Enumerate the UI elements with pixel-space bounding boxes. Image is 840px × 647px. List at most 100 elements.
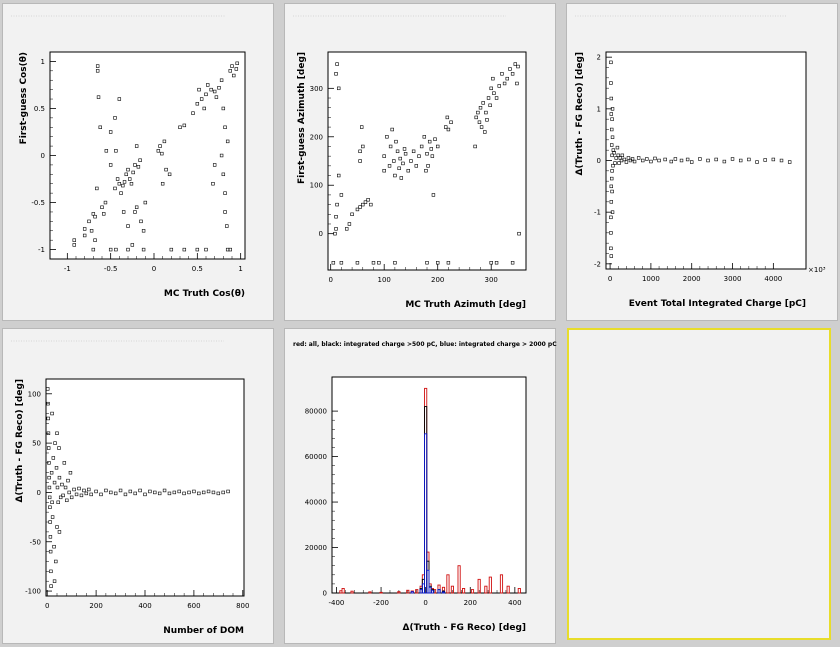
data-point	[489, 86, 493, 91]
data-point	[382, 168, 386, 173]
data-point	[409, 159, 413, 163]
chart-azimuth: 0 100 200 300 0 100 200 300 MC Truth Azimuth [de…	[293, 15, 527, 310]
data-point	[630, 157, 635, 161]
data-point	[641, 158, 645, 163]
data-point	[609, 96, 614, 101]
data-point	[47, 485, 52, 490]
chart-delta-histogram: red: all, black: integrated charge >500 …	[293, 341, 557, 633]
y-tick-label: -50	[30, 538, 41, 546]
x-tick-label: 0	[423, 599, 427, 607]
data-point	[698, 157, 702, 161]
data-point	[610, 189, 614, 194]
data-point	[446, 261, 451, 265]
x-tick-label: 200	[431, 276, 444, 284]
x-tick-label: 300	[485, 276, 498, 284]
histogram-bin	[499, 574, 504, 594]
data-point	[422, 135, 427, 139]
pad-empty-selected[interactable]	[567, 328, 831, 640]
data-point	[178, 125, 182, 129]
data-point	[56, 500, 60, 504]
data-point	[610, 143, 614, 147]
data-point	[371, 261, 376, 265]
data-point	[216, 491, 221, 496]
data-point	[72, 238, 76, 242]
data-point	[755, 160, 759, 164]
histogram-bin	[484, 585, 488, 594]
data-point	[212, 89, 217, 94]
y-axis-label: First-guess Azimuth [deg]	[297, 52, 307, 184]
data-point	[121, 210, 126, 214]
data-point	[82, 233, 87, 238]
data-point	[63, 485, 68, 490]
data-point	[331, 261, 336, 265]
data-point	[622, 157, 627, 162]
histogram-bin	[430, 590, 434, 594]
data-point	[197, 491, 201, 496]
data-point	[48, 520, 52, 524]
data-point	[51, 456, 56, 460]
data-point	[119, 191, 123, 195]
data-point	[126, 167, 130, 172]
data-point	[445, 115, 450, 120]
data-point	[48, 549, 53, 554]
data-point	[609, 112, 614, 116]
data-point	[473, 144, 477, 149]
data-point	[47, 475, 51, 480]
data-point	[484, 110, 488, 115]
data-point	[685, 157, 690, 162]
data-point	[169, 247, 174, 252]
data-point	[46, 387, 50, 391]
chart-ndom: 0 200 400 600 800 -100 -50 0 50 100 Number of DOM Δ…	[11, 340, 249, 636]
data-point	[87, 219, 91, 224]
data-point	[62, 461, 67, 465]
data-point	[363, 200, 368, 204]
data-point	[55, 485, 60, 490]
data-point	[610, 169, 614, 173]
data-point	[609, 60, 613, 65]
data-point	[99, 492, 103, 497]
data-point	[128, 177, 132, 181]
y-tick-label: 50	[32, 440, 41, 448]
x-tick-label: 200	[89, 602, 102, 610]
data-point	[46, 401, 50, 406]
data-point	[214, 95, 219, 99]
x-tick-label: 1	[238, 265, 242, 273]
pad-charge-scatter[interactable]: 0 1000 2000 3000 4000 -2 -1 0 1 2 Event Total Inte…	[566, 3, 838, 321]
data-point	[160, 182, 165, 186]
data-point	[54, 559, 58, 564]
y-tick-label: 0	[323, 590, 327, 598]
data-point	[334, 227, 338, 231]
data-point	[89, 229, 94, 233]
pad-azimuth-scatter[interactable]: 0 100 200 300 0 100 200 300 MC Truth Azimuth [de…	[284, 3, 556, 321]
data-point	[209, 87, 213, 92]
data-point	[66, 478, 70, 483]
data-point	[613, 161, 617, 165]
histogram-bin	[415, 589, 419, 594]
data-point	[50, 500, 54, 504]
data-point	[657, 158, 661, 163]
chart-title: red: all, black: integrated charge >500 …	[293, 341, 557, 348]
data-point	[492, 91, 496, 95]
pad-delta-histogram[interactable]: red: all, black: integrated charge >500 …	[284, 328, 557, 644]
data-point	[50, 411, 54, 416]
x-tick-label: -400	[329, 599, 345, 607]
pad-ndom-scatter[interactable]: 0 200 400 600 800 -100 -50 0 50 100 Number of DOM Δ…	[2, 328, 274, 644]
data-point	[67, 490, 71, 495]
data-point	[417, 154, 421, 158]
data-point	[221, 490, 225, 495]
y-tick-label: 40000	[305, 499, 327, 507]
data-point	[645, 157, 649, 161]
data-point	[515, 81, 519, 86]
data-point	[158, 144, 162, 148]
data-point	[610, 176, 614, 181]
data-point	[52, 480, 57, 485]
data-point	[93, 214, 97, 219]
data-point	[211, 490, 216, 495]
data-point	[232, 73, 236, 78]
data-point	[388, 144, 393, 149]
data-point	[177, 489, 181, 494]
pad-cos-theta-scatter[interactable]: -1 -0.5 0 0.5 1 -1 -0.5 0 0.5 1 MC Truth Cos(θ) Fir…	[2, 3, 274, 321]
data-point	[87, 487, 91, 492]
data-point	[212, 163, 217, 167]
histogram-bin	[437, 589, 441, 594]
